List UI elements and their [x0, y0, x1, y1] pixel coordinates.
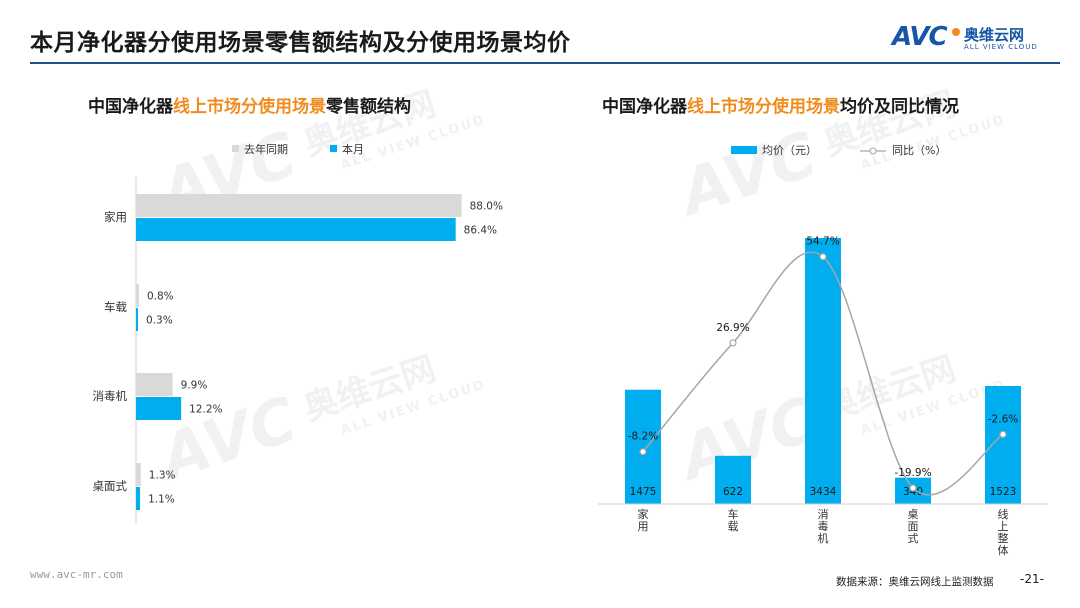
category-label: 消毒机	[818, 507, 829, 545]
yoy-point	[639, 448, 647, 456]
footer-url: www.avc-mr.com	[30, 568, 123, 581]
bar-1	[136, 218, 456, 241]
bar-0	[136, 284, 139, 307]
yoy-line	[642, 251, 1004, 496]
logo-mark: AVC	[892, 22, 948, 52]
category-label: 消毒机	[93, 389, 128, 403]
price-bar-label: 622	[723, 486, 743, 498]
page-number: -21-	[1020, 572, 1044, 586]
legend-label-1: 本月	[342, 142, 364, 156]
bar-value-label: 1.1%	[148, 494, 175, 506]
bar-1	[136, 487, 141, 510]
category-label: 桌面式	[908, 508, 919, 545]
legend-line-marker	[869, 147, 877, 155]
left-title-pre: 中国净化器	[88, 97, 173, 117]
right-chart-title: 中国净化器线上市场分使用场景均价及同比情况	[602, 92, 959, 117]
logo-name-cn: 奥维云网	[964, 26, 1025, 44]
legend-label-line: 同比（%）	[892, 144, 946, 157]
bar-value-label: 88.0%	[470, 201, 503, 213]
brand-logo: AVC 奥维云网 ALL VIEW CLOUD	[892, 22, 1052, 58]
logo-name-en: ALL VIEW CLOUD	[964, 43, 1038, 51]
bar-value-label: 0.8%	[147, 291, 174, 303]
page-title: 本月净化器分使用场景零售额结构及分使用场景均价	[30, 30, 571, 56]
legend-label-bar: 均价（元）	[762, 144, 817, 157]
bar-0	[136, 373, 173, 396]
price-bar-label: 340	[903, 486, 923, 498]
yoy-label: -2.6%	[988, 413, 1018, 425]
right-title-post: 均价及同比情况	[840, 97, 959, 117]
bar-1	[136, 397, 182, 420]
header-divider	[30, 62, 1060, 64]
bar-0	[136, 194, 462, 217]
yoy-point	[819, 253, 827, 261]
price-bar-label: 1523	[990, 486, 1017, 498]
legend-swatch-bar	[731, 146, 757, 154]
price-bar	[715, 455, 751, 504]
right-title-pre: 中国净化器	[602, 97, 687, 117]
bar-1	[136, 308, 138, 331]
yoy-label: 26.9%	[716, 322, 749, 334]
price-bar	[625, 389, 661, 504]
yoy-label: -19.9%	[894, 467, 931, 479]
left-title-highlight: 线上市场分使用场景	[173, 97, 326, 117]
category-label: 车载	[728, 507, 739, 533]
category-label: 桌面式	[93, 479, 128, 493]
legend-label-0: 去年同期	[244, 142, 288, 156]
price-yoy-combo-chart: 均价（元） 同比（%） 1475 622 3434 340 1523 家用 车载 消毒机 桌面式 线上…	[598, 144, 1048, 557]
data-source-note: 数据来源：奥维云网线上监测数据	[836, 576, 994, 588]
category-label: 车载	[104, 300, 127, 314]
bar-value-label: 0.3%	[146, 315, 173, 327]
price-bar-label: 3434	[810, 486, 837, 498]
left-title-post: 零售额结构	[326, 97, 411, 117]
price-bar	[805, 238, 841, 504]
logo-dot-icon	[952, 28, 960, 36]
legend-swatch-1	[330, 145, 337, 152]
right-title-highlight: 线上市场分使用场景	[687, 97, 840, 117]
bar-value-label: 12.2%	[189, 404, 222, 416]
yoy-label: -8.2%	[628, 431, 658, 443]
category-label: 家用	[638, 507, 649, 533]
bar-value-label: 86.4%	[464, 225, 497, 237]
yoy-point	[999, 430, 1007, 438]
category-label: 家用	[104, 210, 127, 224]
yoy-label: 54.7%	[806, 236, 839, 248]
bar-value-label: 9.9%	[181, 380, 208, 392]
legend-swatch-0	[232, 145, 239, 152]
yoy-point	[909, 484, 917, 492]
bar-0	[136, 463, 141, 486]
price-bar-label: 1475	[630, 486, 657, 498]
bar-value-label: 1.3%	[149, 470, 176, 482]
category-label: 线上整体	[998, 507, 1009, 557]
yoy-point	[729, 339, 737, 347]
left-chart-title: 中国净化器线上市场分使用场景零售额结构	[88, 92, 411, 117]
